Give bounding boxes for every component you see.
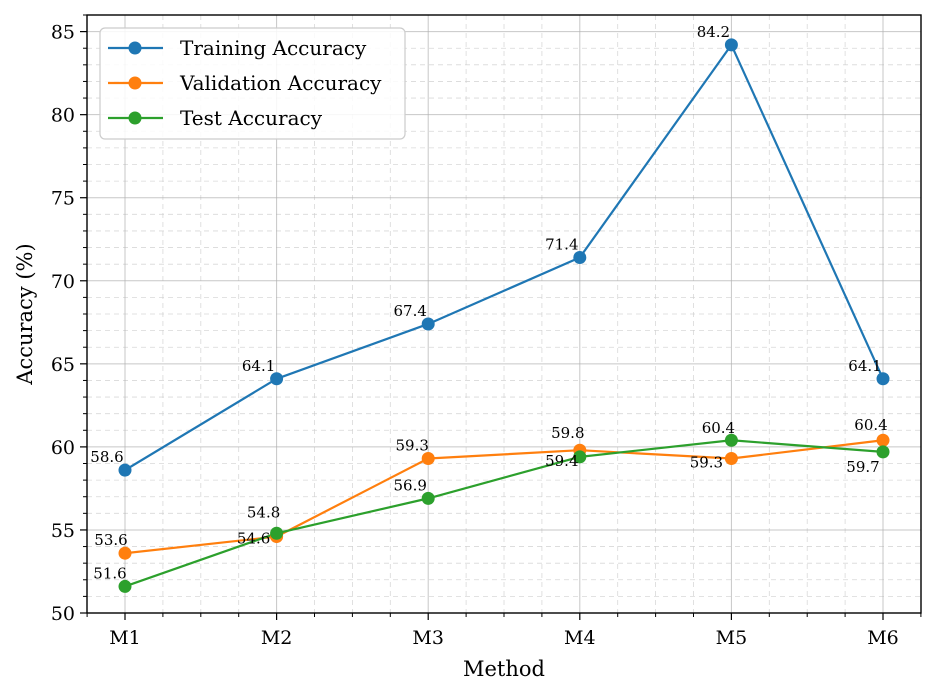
legend-entry-validation: Validation Accuracy <box>108 71 382 95</box>
y-tick-label: 50 <box>51 603 75 625</box>
series-points <box>118 38 890 593</box>
data-label: 59.7 <box>846 458 879 476</box>
data-label: 64.1 <box>242 357 275 375</box>
series-lines <box>124 43 885 588</box>
y-tick-label: 70 <box>51 271 75 293</box>
legend-entry-training: Training Accuracy <box>108 36 367 60</box>
y-tick-label: 80 <box>51 105 75 127</box>
data-label: 64.1 <box>848 357 881 375</box>
x-tick-label: M1 <box>109 627 141 649</box>
legend: Training Accuracy Validation Accuracy Te… <box>99 27 406 140</box>
x-tick-label: M2 <box>261 627 293 649</box>
data-label: 84.2 <box>697 23 730 41</box>
data-label: 54.8 <box>247 503 280 521</box>
y-axis-title: Accuracy (%) <box>13 243 37 385</box>
data-label: 67.4 <box>393 302 426 320</box>
y-tick-label: 60 <box>51 437 75 459</box>
data-label: 60.4 <box>702 419 735 437</box>
series-line-2 <box>124 439 884 588</box>
data-label: 59.4 <box>545 452 578 470</box>
data-point <box>421 452 435 466</box>
data-labels: 58.6 64.1 67.4 71.4 84.2 64.1 53.6 54.6 59.3 59.8… <box>90 23 887 583</box>
data-point <box>876 372 890 386</box>
data-point <box>724 433 738 447</box>
data-label: 59.3 <box>690 454 723 472</box>
data-point <box>421 317 435 331</box>
data-point <box>724 452 738 466</box>
data-label: 51.6 <box>93 564 126 582</box>
legend-marker <box>128 41 142 55</box>
data-point <box>118 579 132 593</box>
data-label: 60.4 <box>854 416 887 434</box>
legend-label: Validation Accuracy <box>179 71 382 95</box>
x-axis-title: Method <box>463 657 545 681</box>
data-point <box>573 450 587 464</box>
data-point <box>876 433 890 447</box>
axes: 50 55 60 65 70 75 80 85 M1 M2 M3 M4 M5 M6 <box>51 14 922 649</box>
data-point <box>724 38 738 52</box>
data-point <box>573 251 587 265</box>
x-tick-label: M5 <box>716 627 748 649</box>
data-label: 58.6 <box>90 448 123 466</box>
data-point <box>876 445 890 459</box>
data-label: 59.8 <box>551 424 584 442</box>
legend-marker <box>128 111 142 125</box>
data-point <box>421 491 435 505</box>
data-label: 56.9 <box>393 476 426 494</box>
y-tick-label: 55 <box>51 520 75 542</box>
x-tick-label: M3 <box>412 627 444 649</box>
data-point <box>118 463 132 477</box>
data-point <box>270 526 284 540</box>
series-line-1 <box>124 439 884 555</box>
data-point <box>270 372 284 386</box>
data-label: 53.6 <box>94 531 127 549</box>
data-label: 71.4 <box>545 236 578 254</box>
x-tick-label: M6 <box>867 627 899 649</box>
legend-label: Test Accuracy <box>180 106 323 130</box>
data-label: 54.6 <box>237 530 270 548</box>
y-tick-label: 85 <box>51 22 75 44</box>
legend-entry-test: Test Accuracy <box>108 106 323 130</box>
data-point <box>118 546 132 560</box>
legend-marker <box>128 76 142 90</box>
series-line-0 <box>124 43 885 472</box>
y-tick-label: 75 <box>51 188 75 210</box>
legend-label: Training Accuracy <box>180 36 367 60</box>
y-tick-label: 65 <box>51 354 75 376</box>
legend-box <box>99 27 406 140</box>
data-label: 59.3 <box>395 437 428 455</box>
x-tick-label: M4 <box>564 627 596 649</box>
